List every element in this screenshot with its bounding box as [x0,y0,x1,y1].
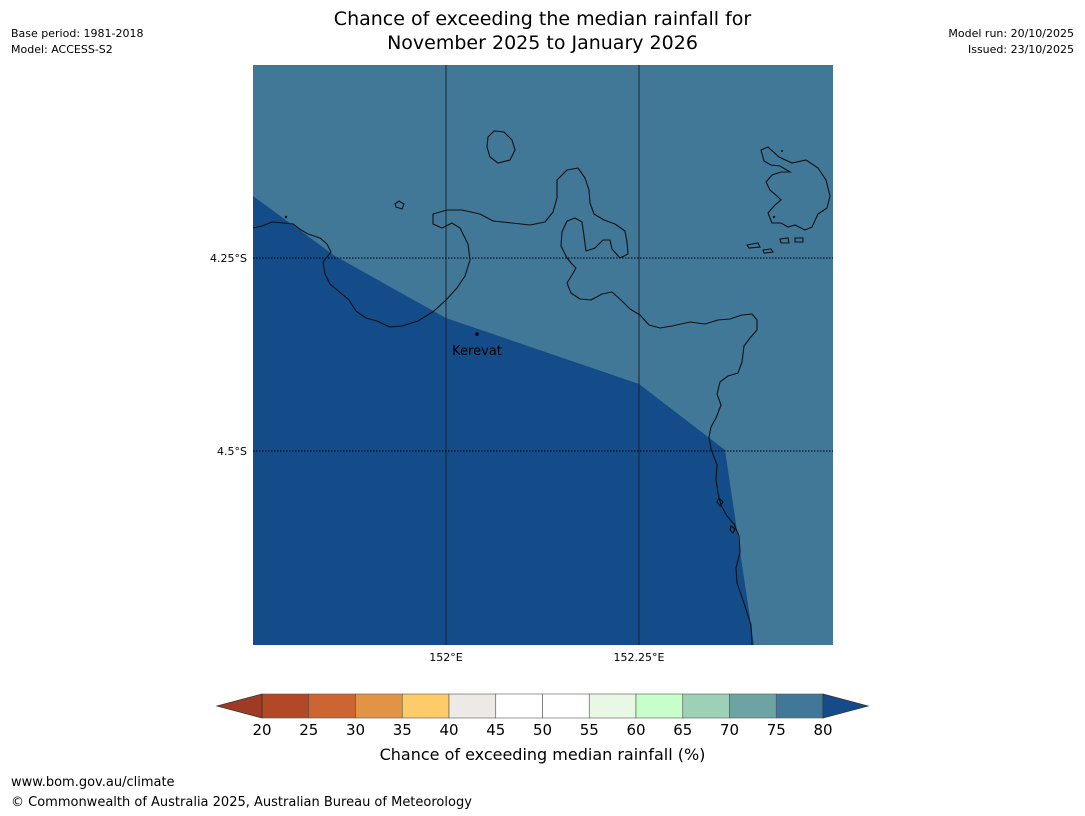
colorbar-bin [448,693,497,719]
colorbar-ticks: 20 25 30 35 40 45 50 55 60 65 70 75 80 [252,721,832,739]
header-left-info: Base period: 1981-2018 Model: ACCESS-S2 [11,26,143,58]
island-small-2 [746,242,761,249]
colorbar-bin [729,693,777,719]
colorbar-bin [542,693,590,719]
colorbar-bin [355,693,403,719]
islet-dot-2 [781,150,783,152]
lat-label-4-25s: 4.25°S [210,252,247,265]
header-right-info: Model run: 20/10/2025 Issued: 23/10/2025 [948,26,1074,58]
colorbar-under-arrow [215,693,263,719]
colorbar-bin [682,693,730,719]
colorbar-tick-label: 70 [720,721,739,739]
footer-url: www.bom.gov.au/climate [11,775,175,790]
island-small-1 [394,200,405,210]
colorbar-bin [588,693,637,719]
colorbar-tick-label: 20 [252,721,271,739]
kerevat-marker [475,332,479,336]
colorbar-tick-label: 25 [299,721,318,739]
lat-label-4-5s: 4.5°S [217,445,247,458]
colorbar-label: Chance of exceeding median rainfall (%) [379,745,706,764]
base-period-text: Base period: 1981-2018 [11,27,144,40]
island-ne-1 [486,130,516,164]
colorbar-bin [401,693,450,719]
title-line-1: Chance of exceeding the median rainfall … [333,8,752,30]
colorbar-over-arrow [822,693,870,719]
colorbar-tick-label: 75 [767,721,786,739]
island-small-4 [779,237,790,244]
colorbar-tick-label: 40 [439,721,458,739]
footer-copyright: © Commonwealth of Australia 2025, Austra… [11,795,472,810]
lon-label-152-25e: 152.25°E [614,651,665,664]
coastline-main [253,167,758,645]
islet-dot-1 [284,215,288,219]
colorbar-bin [635,693,684,719]
island-small-3 [762,248,774,254]
coast-islet-east [716,497,724,507]
kerevat-label: Kerevat [452,344,502,359]
map-title: Chance of exceeding the median rainfall … [0,7,1085,55]
colorbar-tick-label: 55 [580,721,599,739]
colorbar-tick-label: 60 [626,721,645,739]
colorbar-tick-label: 50 [533,721,552,739]
colorbar-tick-label: 30 [346,721,365,739]
island-small-5 [794,237,804,243]
issued-text: Issued: 23/10/2025 [967,43,1074,56]
colorbar-tick-label: 65 [673,721,692,739]
islet-dot-3 [772,215,776,219]
colorbar-bin [775,693,824,719]
colorbar-bin [308,693,356,719]
colorbar-tick-label: 35 [393,721,412,739]
colorbar-bin [495,693,543,719]
colorbar-bin [261,693,310,719]
high-probability-region [253,196,754,645]
colorbar-tick-label: 45 [486,721,505,739]
lon-label-152e: 152°E [429,651,462,664]
title-line-2: November 2025 to January 2026 [387,32,698,54]
model-run-text: Model run: 20/10/2025 [948,27,1074,40]
colorbar-bins [261,693,824,719]
coast-islet-east-2 [729,525,736,534]
colorbar-tick-label: 80 [813,721,832,739]
island-duke-of-york [760,146,831,231]
model-text: Model: ACCESS-S2 [11,43,113,56]
